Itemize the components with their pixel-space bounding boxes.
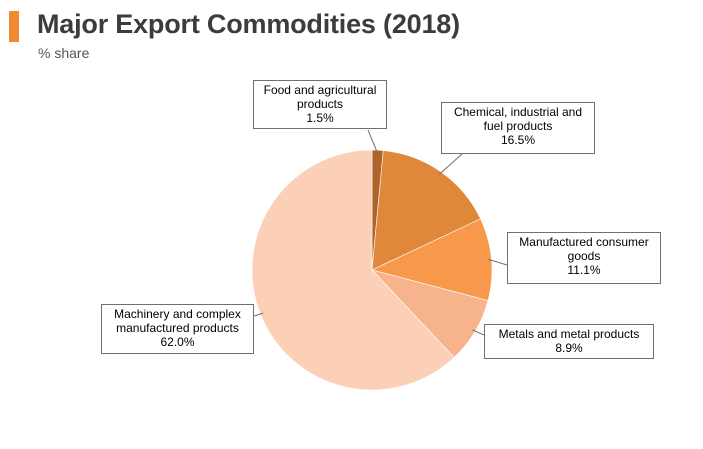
callout-machinery: Machinery and complex manufactured produ… bbox=[101, 304, 254, 354]
leader-line-3 bbox=[472, 329, 485, 336]
leader-line-2 bbox=[488, 258, 508, 266]
leader-line-4 bbox=[253, 312, 264, 317]
callout-metals: Metals and metal products 8.9% bbox=[484, 324, 654, 359]
leader-line-0 bbox=[367, 129, 378, 154]
callout-manufactured-consumer-goods: Manufactured consumer goods 11.1% bbox=[507, 232, 661, 284]
pie-slice-1 bbox=[371, 150, 481, 271]
callout-chemical-industrial-fuel: Chemical, industrial and fuel products 1… bbox=[441, 102, 595, 154]
slice-label: Manufactured consumer goods bbox=[519, 235, 649, 263]
callout-food-agricultural: Food and agricultural products 1.5% bbox=[253, 80, 387, 129]
callout-leaders bbox=[253, 129, 508, 336]
slice-label: Machinery and complex manufactured produ… bbox=[114, 307, 241, 335]
chart-title: Major Export Commodities (2018) bbox=[37, 9, 460, 39]
slice-value-label: 62.0% bbox=[160, 335, 195, 349]
slice-value-label: 11.1% bbox=[567, 263, 601, 277]
slice-label: Chemical, industrial and fuel products bbox=[453, 105, 583, 133]
slice-value-label: 8.9% bbox=[555, 341, 583, 355]
pie-slices bbox=[251, 149, 493, 391]
slice-value-label: 1.5% bbox=[306, 111, 334, 125]
title-accent-bar bbox=[9, 11, 19, 42]
chart-subtitle: % share bbox=[38, 45, 90, 61]
slice-label: Food and agricultural products bbox=[263, 83, 377, 111]
slice-label: Metals and metal products bbox=[498, 327, 640, 341]
pie-slice-2 bbox=[371, 218, 493, 301]
slice-value-label: 16.5% bbox=[500, 133, 536, 147]
leader-line-1 bbox=[438, 153, 463, 175]
